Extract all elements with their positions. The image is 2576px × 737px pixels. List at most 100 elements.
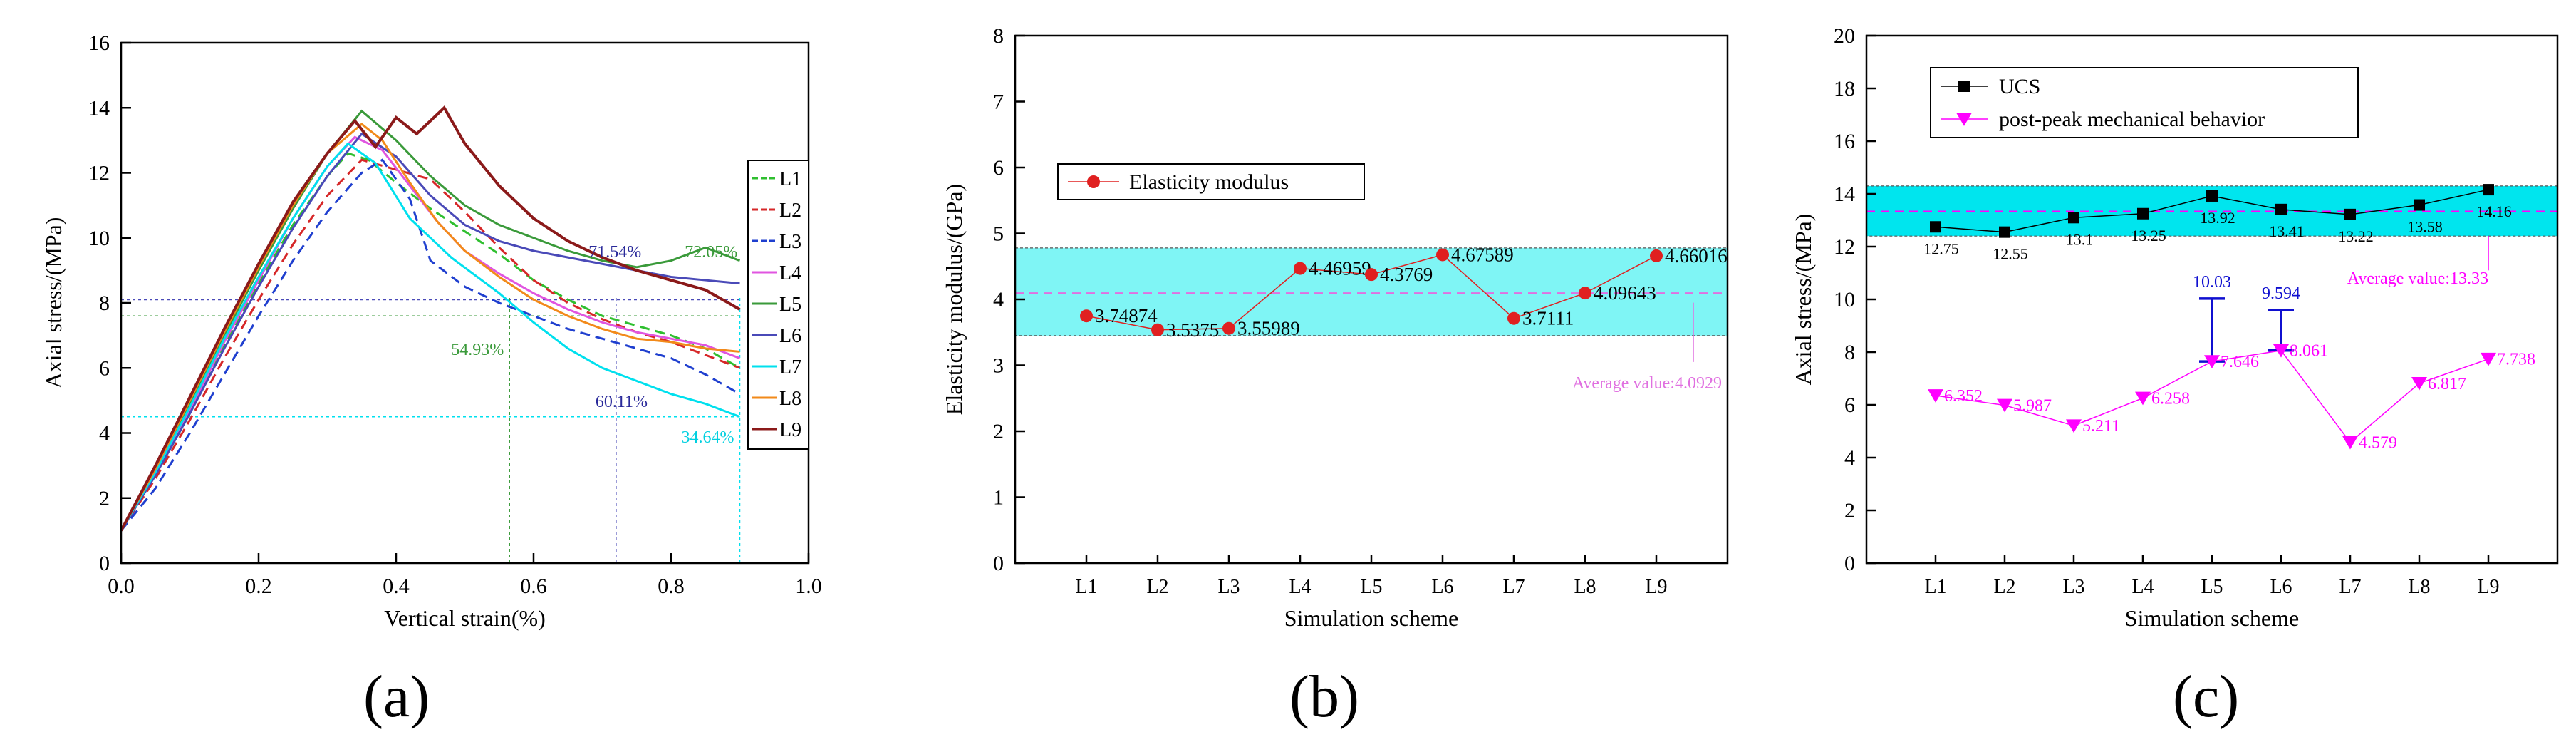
c-y-tick-label: 18 [1834, 77, 1855, 100]
c-postpeak-label: 7.646 [2221, 353, 2259, 371]
c-postpeak-point [2135, 391, 2151, 406]
c-postpeak-label: 5.987 [2013, 396, 2052, 415]
b-average-label: Average value:4.0929 [1572, 374, 1722, 393]
b-legend-swatch-marker [1087, 175, 1100, 188]
b-data-label: 3.55989 [1237, 318, 1300, 339]
b-y-tick-label: 6 [993, 156, 1004, 180]
b-data-point [1507, 311, 1520, 325]
b-data-point [1579, 287, 1591, 300]
b-data-point [1222, 321, 1235, 335]
c-ucs-label: 13.1 [2066, 230, 2094, 248]
c-y-tick-label: 6 [1844, 393, 1855, 417]
a-annotation: 34.64% [681, 428, 734, 447]
c-y-axis-label: Axial stress/(MPa) [1790, 214, 1816, 386]
c-x-tick-label: L6 [2270, 576, 2292, 598]
c-ucs-point [2344, 208, 2356, 220]
b-data-label: 3.74874 [1095, 305, 1158, 326]
c-postpeak-point [2066, 419, 2082, 433]
b-data-point [1151, 323, 1164, 336]
b-y-tick-label: 1 [993, 486, 1004, 510]
c-ucs-label: 12.75 [1923, 239, 1959, 257]
c-ucs-label: 12.55 [1993, 245, 2028, 263]
b-y-tick-label: 5 [993, 222, 1004, 246]
a-series-line-l6 [120, 132, 740, 532]
b-data-point [1650, 249, 1663, 262]
a-series-line-l2 [120, 158, 741, 532]
a-y-tick-label: 8 [99, 292, 110, 315]
b-y-tick-label: 7 [993, 91, 1004, 114]
a-y-tick-label: 12 [88, 162, 110, 185]
a-y-tick-label: 6 [99, 356, 110, 380]
c-postpeak-point [2273, 344, 2289, 358]
b-data-label: 4.09643 [1594, 282, 1656, 304]
c-error-label: 9.594 [2262, 284, 2300, 303]
c-y-tick-label: 14 [1834, 182, 1855, 206]
b-x-tick-label: L6 [1431, 576, 1453, 598]
a-x-axis-label: Vertical strain(%) [384, 605, 546, 631]
c-ucs-point [2068, 212, 2079, 224]
b-y-axis-label: Elasticity modulus/(GPa) [941, 184, 967, 415]
c-average-label: Average value:13.33 [2347, 269, 2488, 288]
b-x-axis-label: Simulation scheme [1284, 605, 1458, 631]
a-y-tick-label: 16 [88, 31, 110, 55]
panel-a-stress-strain: 0.0 0.2 0.4 0.6 0.8 1.0 0 2 4 6 8 10 12 14 16 Vertical … [0, 0, 841, 737]
c-ucs-point [1999, 226, 2010, 238]
c-ucs-label: 13.58 [2407, 218, 2443, 236]
c-x-tick-label: L4 [2131, 576, 2154, 598]
a-y-axis-label: Axial stress/(MPa) [41, 217, 66, 389]
c-x-axis-label: Simulation scheme [2125, 605, 2299, 631]
b-x-tick-label: L1 [1075, 576, 1097, 598]
b-y-tick-label: 2 [993, 420, 1004, 443]
b-y-tick-label: 3 [993, 354, 1004, 378]
c-postpeak-label: 8.061 [2290, 342, 2328, 361]
b-y-tick-label: 0 [993, 552, 1004, 575]
a-y-tick-label: 2 [99, 487, 110, 510]
c-x-tick-label: L3 [2062, 576, 2084, 598]
c-legend-postpeak-marker [1956, 113, 1972, 126]
b-y-tick-label: 4 [993, 288, 1004, 311]
panel-c-axial-stress: Average value:13.33 12.75 12.55 13.1 13.25 13… [1767, 0, 2576, 737]
c-y-tick-label: 4 [1844, 446, 1855, 470]
c-legend-box [1930, 67, 2359, 138]
panel-a-label: (a) [363, 664, 430, 730]
a-x-tick-label: 0.8 [658, 574, 685, 598]
b-data-point [1436, 248, 1449, 262]
c-postpeak-label: 4.579 [2359, 434, 2397, 453]
a-plot-frame [120, 41, 810, 565]
b-legend-label: Elasticity modulus [1129, 170, 1289, 194]
c-ucs-label: 13.92 [2200, 209, 2235, 227]
c-y-tick-label: 2 [1844, 499, 1855, 522]
c-y-tick-label: 12 [1834, 235, 1855, 259]
a-x-tick-label: 1.0 [795, 574, 822, 598]
a-y-tick-label: 14 [88, 96, 110, 120]
a-x-tick-label: 0.6 [520, 574, 547, 598]
c-ucs-point [2137, 207, 2149, 220]
b-data-label: 3.7111 [1522, 308, 1574, 329]
a-legend-label: L2 [779, 200, 801, 222]
a-y-tick-label: 0 [99, 552, 110, 575]
a-annotation: 71.54% [588, 243, 641, 262]
a-series-line-l8 [120, 123, 740, 532]
a-legend-label: L3 [779, 231, 801, 253]
a-annotation: 60.11% [596, 393, 648, 411]
c-x-tick-label: L1 [1924, 576, 1946, 598]
c-ucs-point [2206, 190, 2218, 202]
a-legend-label: L8 [779, 388, 801, 410]
b-x-tick-label: L8 [1574, 576, 1596, 598]
a-series-line-l3 [120, 158, 741, 532]
chart-a-stress-strain: 0.0 0.2 0.4 0.6 0.8 1.0 0 2 4 6 8 10 12 14 16 Vertical … [41, 31, 822, 631]
b-x-tick-label: L7 [1502, 576, 1525, 598]
a-series-line-l9 [120, 105, 741, 532]
c-x-tick-label: L2 [1993, 576, 2015, 598]
b-x-tick-label: L4 [1289, 576, 1311, 598]
a-annotation: 72.05% [685, 243, 737, 262]
a-annotation: 54.93% [451, 341, 504, 359]
b-x-tick-label: L2 [1146, 576, 1168, 598]
b-x-tick-label: L9 [1645, 576, 1667, 598]
chart-c-axial-stress: Average value:13.33 12.75 12.55 13.1 13.25 13… [1790, 24, 2559, 631]
c-x-tick-label: L8 [2408, 576, 2430, 598]
a-y-tick-label: 4 [99, 422, 110, 445]
c-legend-ucs-label: UCS [1999, 75, 2040, 98]
b-data-label: 4.67589 [1451, 244, 1514, 265]
b-x-tick-label: L3 [1217, 576, 1240, 598]
